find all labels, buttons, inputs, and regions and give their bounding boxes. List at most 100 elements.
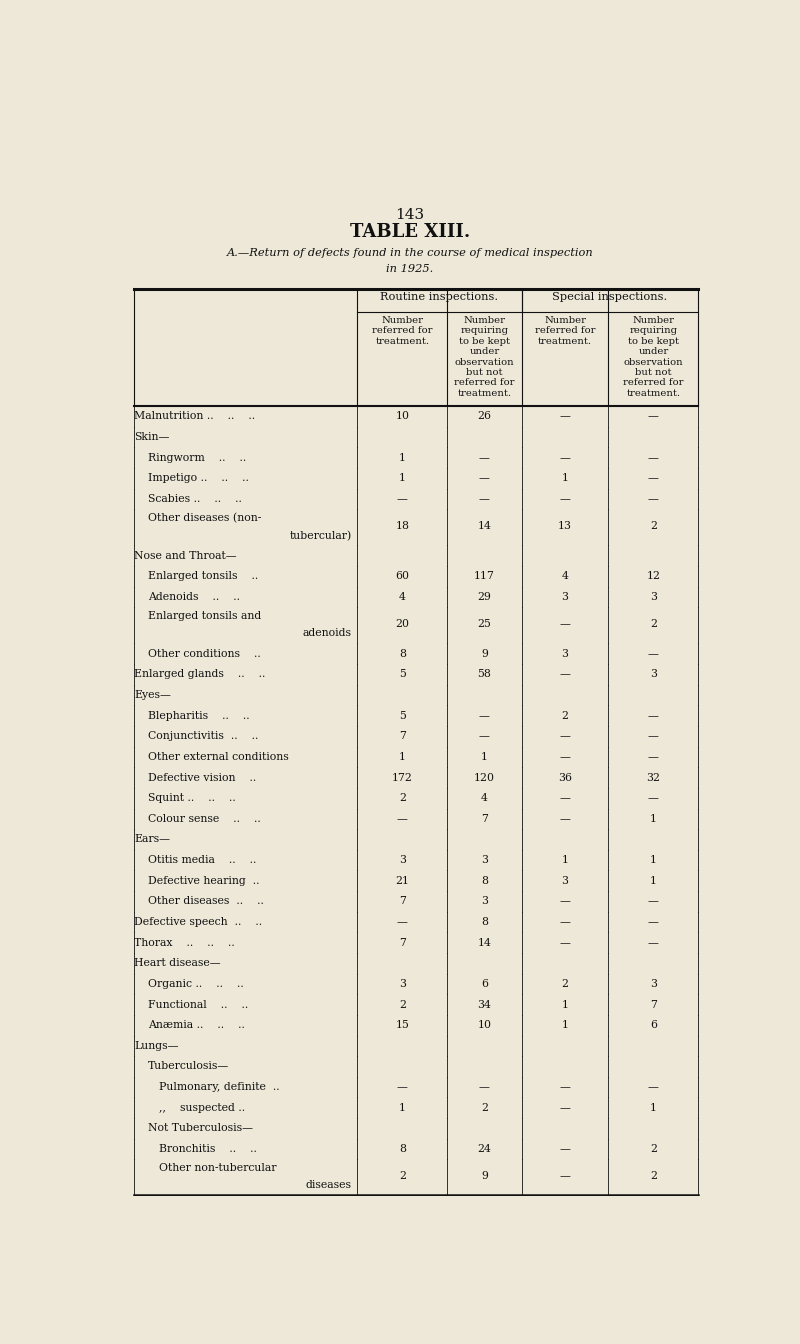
- Text: 24: 24: [478, 1144, 491, 1154]
- Text: 32: 32: [646, 773, 660, 782]
- Text: 8: 8: [398, 1144, 406, 1154]
- Text: Organic ..    ..    ..: Organic .. .. ..: [148, 978, 244, 989]
- Text: 117: 117: [474, 571, 495, 582]
- Text: Nose and Throat—: Nose and Throat—: [134, 551, 237, 560]
- Text: —: —: [559, 731, 570, 742]
- Text: —: —: [648, 411, 658, 422]
- Text: —: —: [397, 495, 408, 504]
- Text: 1: 1: [398, 1103, 406, 1113]
- Text: Blepharitis    ..    ..: Blepharitis .. ..: [148, 711, 250, 720]
- Text: Heart disease—: Heart disease—: [134, 958, 221, 968]
- Text: 1: 1: [650, 876, 657, 886]
- Text: Impetigo ..    ..    ..: Impetigo .. .. ..: [148, 473, 249, 484]
- Text: Other conditions    ..: Other conditions ..: [148, 649, 261, 659]
- Text: Tuberculosis—: Tuberculosis—: [148, 1062, 230, 1071]
- Text: —: —: [479, 495, 490, 504]
- Text: Enlarged tonsils and: Enlarged tonsils and: [148, 612, 262, 621]
- Text: 1: 1: [562, 855, 569, 866]
- Text: —: —: [559, 814, 570, 824]
- Text: adenoids: adenoids: [303, 629, 352, 638]
- Text: 7: 7: [399, 938, 406, 948]
- Text: 10: 10: [395, 411, 410, 422]
- Text: 21: 21: [395, 876, 410, 886]
- Text: 1: 1: [398, 473, 406, 484]
- Text: Number
requiring
to be kept
under
observation
but not
referred for
treatment.: Number requiring to be kept under observ…: [454, 316, 514, 398]
- Text: 2: 2: [398, 1000, 406, 1009]
- Text: Routine inspections.: Routine inspections.: [380, 292, 498, 302]
- Text: Scabies ..    ..    ..: Scabies .. .. ..: [148, 495, 242, 504]
- Text: Other external conditions: Other external conditions: [148, 751, 289, 762]
- Text: 3: 3: [650, 978, 657, 989]
- Text: 5: 5: [399, 669, 406, 680]
- Text: 9: 9: [481, 1171, 488, 1181]
- Text: Pulmonary, definite  ..: Pulmonary, definite ..: [159, 1082, 279, 1093]
- Text: 29: 29: [478, 591, 491, 602]
- Text: 172: 172: [392, 773, 413, 782]
- Text: —: —: [559, 669, 570, 680]
- Text: 34: 34: [478, 1000, 491, 1009]
- Text: 58: 58: [478, 669, 491, 680]
- Text: in 1925.: in 1925.: [386, 263, 434, 274]
- Text: —: —: [559, 618, 570, 629]
- Text: 1: 1: [650, 855, 657, 866]
- Text: —: —: [479, 1082, 490, 1093]
- Text: Ears—: Ears—: [134, 835, 170, 844]
- Text: A.—Return of defects found in the course of medical inspection: A.—Return of defects found in the course…: [226, 249, 594, 258]
- Text: —: —: [559, 896, 570, 906]
- Text: —: —: [559, 411, 570, 422]
- Text: 9: 9: [481, 649, 488, 659]
- Text: —: —: [648, 793, 658, 804]
- Text: 2: 2: [481, 1103, 488, 1113]
- Text: —: —: [648, 649, 658, 659]
- Text: 26: 26: [478, 411, 491, 422]
- Text: Other diseases  ..    ..: Other diseases .. ..: [148, 896, 264, 906]
- Text: Squint ..    ..    ..: Squint .. .. ..: [148, 793, 236, 804]
- Text: Bronchitis    ..    ..: Bronchitis .. ..: [159, 1144, 257, 1154]
- Text: 13: 13: [558, 521, 572, 531]
- Text: 10: 10: [478, 1020, 491, 1031]
- Text: 2: 2: [398, 1171, 406, 1181]
- Text: 2: 2: [650, 521, 657, 531]
- Text: —: —: [559, 1082, 570, 1093]
- Text: 3: 3: [481, 896, 488, 906]
- Text: —: —: [559, 917, 570, 927]
- Text: 7: 7: [650, 1000, 657, 1009]
- Text: —: —: [397, 1082, 408, 1093]
- Text: —: —: [479, 711, 490, 720]
- Text: —: —: [559, 793, 570, 804]
- Text: Skin—: Skin—: [134, 431, 170, 442]
- Text: 3: 3: [562, 876, 569, 886]
- Text: —: —: [648, 751, 658, 762]
- Text: Conjunctivitis  ..    ..: Conjunctivitis .. ..: [148, 731, 258, 742]
- Text: 2: 2: [650, 1171, 657, 1181]
- Text: Defective hearing  ..: Defective hearing ..: [148, 876, 259, 886]
- Text: 18: 18: [395, 521, 410, 531]
- Text: —: —: [559, 453, 570, 462]
- Text: Otitis media    ..    ..: Otitis media .. ..: [148, 855, 257, 866]
- Text: —: —: [648, 711, 658, 720]
- Text: —: —: [479, 473, 490, 484]
- Text: 2: 2: [650, 618, 657, 629]
- Text: Defective vision    ..: Defective vision ..: [148, 773, 256, 782]
- Text: Eyes—: Eyes—: [134, 689, 171, 700]
- Text: 14: 14: [478, 938, 491, 948]
- Text: 3: 3: [398, 978, 406, 989]
- Text: TABLE XIII.: TABLE XIII.: [350, 223, 470, 242]
- Text: —: —: [397, 814, 408, 824]
- Text: 1: 1: [562, 1000, 569, 1009]
- Text: 4: 4: [399, 591, 406, 602]
- Text: Lungs—: Lungs—: [134, 1040, 178, 1051]
- Text: —: —: [648, 731, 658, 742]
- Text: —: —: [559, 1171, 570, 1181]
- Text: Enlarged glands    ..    ..: Enlarged glands .. ..: [134, 669, 266, 680]
- Text: 7: 7: [481, 814, 488, 824]
- Text: Colour sense    ..    ..: Colour sense .. ..: [148, 814, 261, 824]
- Text: 1: 1: [650, 814, 657, 824]
- Text: —: —: [397, 917, 408, 927]
- Text: Other non-tubercular: Other non-tubercular: [159, 1163, 277, 1173]
- Text: 14: 14: [478, 521, 491, 531]
- Text: Anæmia ..    ..    ..: Anæmia .. .. ..: [148, 1020, 245, 1031]
- Text: 5: 5: [399, 711, 406, 720]
- Text: —: —: [559, 938, 570, 948]
- Text: 25: 25: [478, 618, 491, 629]
